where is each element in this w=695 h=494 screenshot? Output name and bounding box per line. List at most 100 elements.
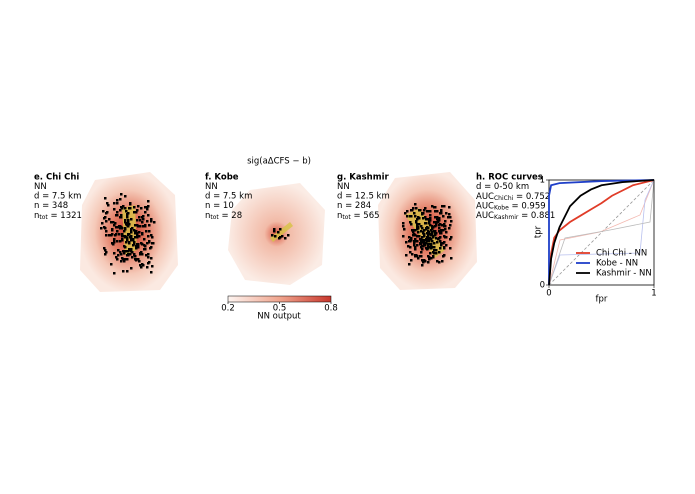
- event: [125, 241, 128, 244]
- event: [141, 253, 144, 256]
- event: [424, 216, 427, 219]
- event: [424, 244, 427, 247]
- event: [439, 236, 442, 239]
- event: [439, 240, 442, 243]
- colorbar-title: sig(aΔCFS − b): [247, 157, 311, 167]
- event: [273, 230, 276, 233]
- event: [143, 238, 146, 241]
- event: [140, 207, 143, 210]
- event: [120, 253, 123, 256]
- x-tick-label: 1: [651, 289, 656, 299]
- event: [130, 230, 133, 233]
- event: [408, 263, 411, 266]
- event: [415, 240, 418, 243]
- event: [438, 230, 441, 233]
- panel-info: d = 7.5 km: [34, 192, 81, 202]
- event: [130, 267, 133, 270]
- event: [413, 233, 416, 236]
- event: [425, 222, 428, 225]
- y-axis-label: tpr: [534, 225, 544, 238]
- event: [130, 249, 133, 252]
- event: [142, 225, 145, 228]
- event: [428, 220, 431, 223]
- legend-label: Chi Chi - NN: [596, 249, 647, 259]
- event: [104, 253, 107, 256]
- event: [440, 242, 443, 245]
- event: [404, 212, 407, 215]
- event: [131, 239, 134, 242]
- event: [287, 234, 290, 237]
- event: [436, 216, 439, 219]
- panel-title: g. Kashmir: [337, 173, 389, 183]
- event: [118, 226, 121, 229]
- event: [151, 236, 154, 239]
- event: [143, 244, 146, 247]
- rest: = 0.881: [518, 211, 555, 221]
- event: [416, 225, 419, 228]
- event: [433, 230, 436, 233]
- event: [416, 223, 419, 226]
- event: [119, 251, 122, 254]
- event: [419, 238, 422, 241]
- event: [114, 222, 117, 225]
- event: [415, 207, 418, 210]
- event: [427, 218, 430, 221]
- event: [145, 230, 148, 233]
- event: [116, 258, 119, 261]
- event: [141, 216, 144, 219]
- event: [440, 244, 443, 247]
- event: [449, 216, 452, 219]
- event: [413, 242, 416, 245]
- event: [139, 264, 142, 267]
- event: [117, 254, 120, 257]
- event: [410, 209, 413, 212]
- event: [115, 233, 118, 236]
- event: [113, 208, 116, 211]
- event: [122, 205, 125, 208]
- event: [118, 233, 121, 236]
- event: [279, 228, 282, 231]
- event: [126, 254, 129, 257]
- event: [136, 233, 139, 236]
- x-axis-label: fpr: [596, 295, 608, 305]
- event: [125, 250, 128, 253]
- event: [431, 205, 434, 208]
- sub-label: ntot = 28: [205, 211, 242, 221]
- event: [145, 254, 148, 257]
- panel-title: h. ROC curves: [476, 173, 543, 183]
- event: [443, 205, 446, 208]
- event: [428, 258, 431, 261]
- event: [126, 270, 129, 273]
- event: [120, 260, 123, 263]
- event: [147, 256, 150, 259]
- event: [417, 227, 420, 230]
- event: [116, 202, 119, 205]
- event: [153, 221, 156, 224]
- event: [409, 215, 412, 218]
- event: [271, 234, 274, 237]
- event: [142, 264, 145, 267]
- event: [412, 207, 415, 210]
- event: [441, 224, 444, 227]
- event: [119, 198, 122, 201]
- event: [137, 245, 140, 248]
- event: [274, 235, 277, 238]
- subscript: tot: [39, 214, 48, 221]
- event: [426, 210, 429, 213]
- event: [138, 231, 141, 234]
- event: [434, 234, 437, 237]
- event: [150, 246, 153, 249]
- event: [414, 238, 417, 241]
- event: [436, 241, 439, 244]
- event: [409, 221, 412, 224]
- event: [126, 214, 129, 217]
- event: [418, 235, 421, 238]
- event: [121, 207, 124, 210]
- event: [429, 238, 432, 241]
- event: [150, 218, 153, 221]
- event: [139, 225, 142, 228]
- event: [437, 218, 440, 221]
- colorbar-label: NN output: [257, 312, 301, 322]
- panel-info: NN: [337, 182, 350, 192]
- event: [147, 214, 150, 217]
